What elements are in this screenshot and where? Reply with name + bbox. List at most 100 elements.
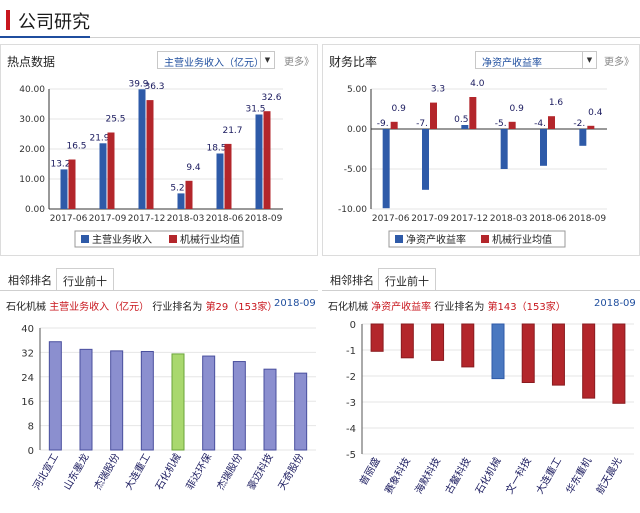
data-label: -9. bbox=[377, 119, 389, 129]
bar bbox=[551, 323, 565, 386]
rank-tabs-left: 相邻排名 行业前十 bbox=[0, 268, 318, 290]
x-tick-label: 石化机械 bbox=[472, 455, 503, 496]
bar-company bbox=[382, 129, 390, 209]
bar bbox=[431, 323, 445, 361]
x-tick-label: 2018-06 bbox=[206, 214, 244, 224]
bar-company bbox=[255, 114, 263, 209]
panel-title: 热点数据 bbox=[7, 55, 56, 69]
chevron-down-icon[interactable]: ▼ bbox=[582, 52, 596, 68]
bar bbox=[48, 341, 62, 451]
bar-company bbox=[99, 143, 107, 209]
bar-company bbox=[422, 129, 429, 190]
data-label: 1.6 bbox=[549, 98, 564, 108]
x-tick-label: 2018-03 bbox=[167, 214, 205, 224]
bar bbox=[140, 350, 154, 451]
x-tick-label: 华东重机 bbox=[563, 455, 594, 496]
rank-left-divider bbox=[0, 290, 318, 291]
tab-adjacent-rank[interactable]: 相邻排名 bbox=[330, 274, 374, 287]
rank-date: 2018-09 bbox=[274, 298, 316, 309]
ratio-select[interactable]: 净资产收益率 ▼ bbox=[475, 51, 597, 69]
tab-industry-top10[interactable]: 行业前十 bbox=[56, 268, 114, 290]
financial-ratio-panel: 财务比率 净资产收益率 ▼ 更多》 5.00 0.00 -5.00 -10.00 201… bbox=[322, 44, 640, 256]
legend-label: 主营业务收入 bbox=[92, 233, 152, 246]
y-tick-label: 40.00 bbox=[19, 85, 45, 95]
x-tick-label: 天奇股份 bbox=[275, 451, 306, 492]
bar-industry bbox=[68, 159, 76, 209]
rank-summary-left: 石化机械 主营业务收入（亿元） 行业排名为 第29（153家） bbox=[6, 298, 277, 313]
data-label: 21.7 bbox=[222, 126, 242, 136]
y-tick-label: 20.00 bbox=[19, 145, 45, 155]
y-tick-label: 5.00 bbox=[347, 85, 367, 95]
x-tick-label: 航天晨光 bbox=[593, 455, 624, 496]
tab-industry-top10[interactable]: 行业前十 bbox=[378, 268, 436, 290]
bar bbox=[232, 361, 246, 451]
data-label: -7. bbox=[416, 119, 428, 129]
bar bbox=[202, 355, 216, 451]
x-tick-label: 2018-09 bbox=[245, 214, 283, 224]
data-label: 0.9 bbox=[392, 104, 407, 114]
bar-company bbox=[138, 89, 146, 209]
rank-date: 2018-09 bbox=[594, 298, 636, 309]
x-tick-label: 2018-06 bbox=[529, 214, 567, 224]
tab-adjacent-rank[interactable]: 相邻排名 bbox=[8, 274, 52, 287]
title-accent-mark bbox=[6, 10, 10, 30]
data-label: 5.2 bbox=[170, 183, 184, 193]
data-label: 39.9 bbox=[128, 79, 148, 89]
legend bbox=[388, 230, 566, 248]
bar-industry bbox=[587, 125, 595, 129]
y-tick-label: -10.00 bbox=[338, 205, 367, 215]
x-tick-label: 2017-12 bbox=[128, 214, 166, 224]
data-label: 32.6 bbox=[261, 93, 281, 103]
chevron-down-icon[interactable]: ▼ bbox=[260, 52, 274, 68]
bar bbox=[612, 323, 626, 404]
bar-company bbox=[579, 129, 587, 146]
y-tick-label: -5.00 bbox=[344, 165, 368, 175]
hot-data-panel: 热点数据 主营业务收入（亿元） ▼ 更多》 40.00 30.00 20.00 10.… bbox=[0, 44, 318, 256]
x-tick-label: 豪迈科技 bbox=[244, 451, 275, 492]
x-tick-label: 古鳌科技 bbox=[442, 455, 473, 496]
x-tick-label: 普丽盛 bbox=[356, 455, 382, 487]
rank-metric: 净资产收益率 bbox=[371, 302, 432, 313]
y-tick-label: 8 bbox=[28, 422, 34, 433]
bar-industry bbox=[146, 100, 154, 209]
x-tick-label: 杰瑞股份 bbox=[215, 452, 245, 493]
metric-select-value: 主营业务收入（亿元） bbox=[164, 58, 264, 69]
bar bbox=[263, 368, 277, 451]
metric-select[interactable]: 主营业务收入（亿元） ▼ bbox=[157, 51, 275, 69]
bar-company bbox=[500, 129, 508, 169]
bar-highlighted bbox=[491, 323, 505, 380]
x-tick-label: 2017-09 bbox=[89, 214, 127, 224]
bar-company bbox=[461, 125, 469, 129]
x-tick-label: 赛象科技 bbox=[382, 455, 413, 496]
more-link[interactable]: 更多》 bbox=[604, 57, 634, 68]
y-tick-label: 0.00 bbox=[347, 125, 367, 135]
legend-label: 机械行业均值 bbox=[180, 233, 240, 246]
revenue-chart: 40.0030.0020.0010.000.002017-0613.216.52… bbox=[19, 79, 283, 248]
x-tick-label: 海默科技 bbox=[412, 455, 443, 496]
more-link[interactable]: 更多》 bbox=[284, 57, 314, 68]
panel-title: 财务比率 bbox=[329, 55, 378, 69]
bar-company bbox=[540, 129, 547, 166]
bar bbox=[461, 323, 475, 368]
bar bbox=[370, 323, 384, 352]
x-tick-label: 河北宣工 bbox=[30, 451, 61, 492]
bar bbox=[582, 323, 596, 399]
bar-highlighted bbox=[171, 353, 185, 451]
x-tick-label: 山东墨龙 bbox=[60, 451, 91, 492]
data-label: 21.9 bbox=[89, 133, 109, 143]
x-tick-label: 2017-09 bbox=[411, 214, 449, 224]
bar-industry bbox=[508, 121, 516, 129]
data-label: 13.2 bbox=[50, 159, 70, 169]
x-tick-label: 大连重工 bbox=[533, 455, 564, 496]
x-tick-label: 大连重工 bbox=[122, 451, 153, 492]
legend-swatch bbox=[81, 235, 89, 243]
y-tick-label: 16 bbox=[21, 397, 34, 408]
rank-label: 行业排名为 bbox=[152, 302, 203, 313]
y-tick-label: 0 bbox=[350, 320, 356, 331]
data-label: 4.0 bbox=[470, 79, 485, 89]
data-label: -4. bbox=[534, 119, 546, 129]
data-label: 3.3 bbox=[431, 85, 445, 95]
legend-label: 净资产收益率 bbox=[406, 233, 466, 246]
